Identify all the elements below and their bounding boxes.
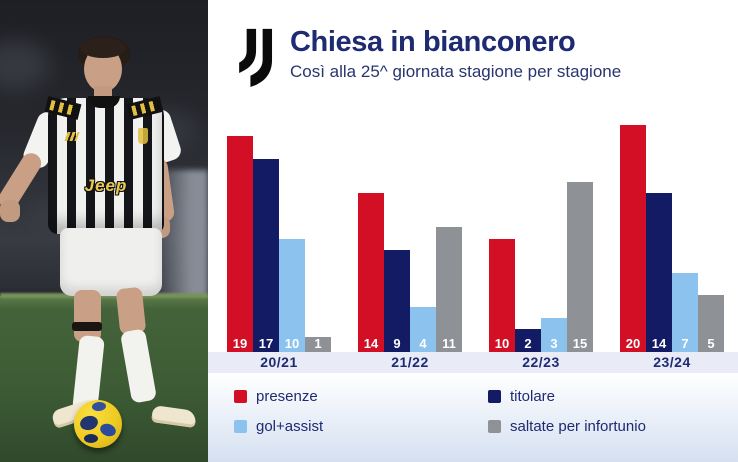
bar-value-label: 20	[625, 336, 641, 351]
x-axis-strip: 20/21 21/22 22/23 23/24	[208, 352, 738, 373]
jersey-collar	[88, 96, 120, 108]
juventus-crest-icon	[138, 128, 148, 144]
ball-patch	[91, 401, 107, 412]
bar-value-label: 14	[363, 336, 379, 351]
legend-swatch-icon	[488, 390, 501, 403]
juventus-logo-icon	[239, 28, 273, 88]
bar-saltate-per-infortunio-20-21: 1	[305, 336, 331, 352]
bar-titolare-20-21: 17	[253, 159, 279, 352]
bar-gol-assist-22-23: 3	[541, 317, 567, 352]
legend-swatch-icon	[234, 390, 247, 403]
player-hair-fringe	[80, 38, 126, 58]
football	[74, 400, 122, 448]
bar-gol-assist-20-21: 10	[279, 238, 305, 352]
legend-item-saltate-per-infortunio: saltate per infortunio	[488, 418, 646, 435]
bar-value-label: 7	[681, 336, 689, 351]
legend-band: presenze gol+assist titolare saltate per i…	[208, 373, 738, 462]
legend-label: saltate per infortunio	[510, 418, 646, 435]
bar-value-label: 17	[258, 336, 274, 351]
category-label-23-24: 23/24	[653, 354, 691, 370]
legend-label: gol+assist	[256, 418, 324, 435]
ball-patch	[84, 434, 98, 443]
bar-saltate-per-infortunio-21-22: 11	[436, 227, 462, 352]
legend-item-presenze: presenze	[234, 388, 323, 405]
bar-titolare-23-24: 14	[646, 193, 672, 352]
legend-column-right: titolare saltate per infortunio	[488, 388, 646, 435]
category-label-22-23: 22/23	[522, 354, 560, 370]
ball-patch	[98, 421, 118, 439]
adidas-stripes-icon	[49, 100, 77, 116]
bar-presenze-21-22: 14	[358, 193, 384, 352]
bar-titolare-22-23: 2	[515, 329, 541, 352]
bar-value-label: 15	[572, 336, 588, 351]
bar-value-label: 1	[314, 336, 322, 351]
bar-presenze-20-21: 19	[227, 136, 253, 352]
legend-swatch-icon	[488, 420, 501, 433]
category-label-21-22: 21/22	[391, 354, 429, 370]
bar-value-label: 14	[651, 336, 667, 351]
striped-jersey	[48, 98, 164, 234]
bar-titolare-21-22: 9	[384, 249, 410, 352]
player-left-thigh	[74, 290, 101, 342]
shirt-sponsor-text: Jeep	[84, 176, 128, 195]
bar-saltate-per-infortunio-22-23: 15	[567, 181, 593, 352]
bar-value-label: 4	[419, 336, 427, 351]
bar-value-label: 3	[550, 336, 558, 351]
knee-band	[72, 322, 102, 331]
player-photo: Jeep	[0, 0, 208, 462]
legend-item-titolare: titolare	[488, 388, 646, 405]
bar-gol-assist-21-22: 4	[410, 306, 436, 352]
ball-patch	[78, 413, 100, 433]
bar-value-label: 9	[393, 336, 401, 351]
player-shorts	[60, 228, 162, 296]
adidas-stripes-icon	[131, 100, 159, 116]
bar-presenze-22-23: 10	[489, 238, 515, 352]
bar-value-label: 19	[232, 336, 248, 351]
bar-value-label: 10	[494, 336, 510, 351]
stadium-bokeh	[0, 40, 50, 90]
player-right-thigh	[115, 286, 147, 336]
page-title: Chiesa in bianconero	[290, 26, 576, 58]
bar-value-label: 5	[707, 336, 715, 351]
infographic-panel: Chiesa in bianconero Così alla 25^ giorn…	[208, 0, 738, 462]
legend-item-gol-assist: gol+assist	[234, 418, 323, 435]
legend-label: titolare	[510, 388, 556, 405]
legend-swatch-icon	[234, 420, 247, 433]
player-left-hand	[0, 200, 20, 222]
plot-area: 19 17 10 1 14 9 4 11 10 2 3 15 20 14 7 5	[208, 0, 738, 352]
category-label-20-21: 20/21	[260, 354, 298, 370]
page-subtitle: Così alla 25^ giornata stagione per stag…	[290, 62, 622, 81]
legend-label: presenze	[256, 388, 318, 405]
bar-saltate-per-infortunio-23-24: 5	[698, 295, 724, 352]
bar-presenze-23-24: 20	[620, 125, 646, 352]
legend-column-left: presenze gol+assist	[234, 388, 323, 435]
bar-value-label: 2	[524, 336, 532, 351]
bar-value-label: 10	[284, 336, 300, 351]
bar-gol-assist-23-24: 7	[672, 272, 698, 352]
bar-value-label: 11	[442, 336, 456, 351]
